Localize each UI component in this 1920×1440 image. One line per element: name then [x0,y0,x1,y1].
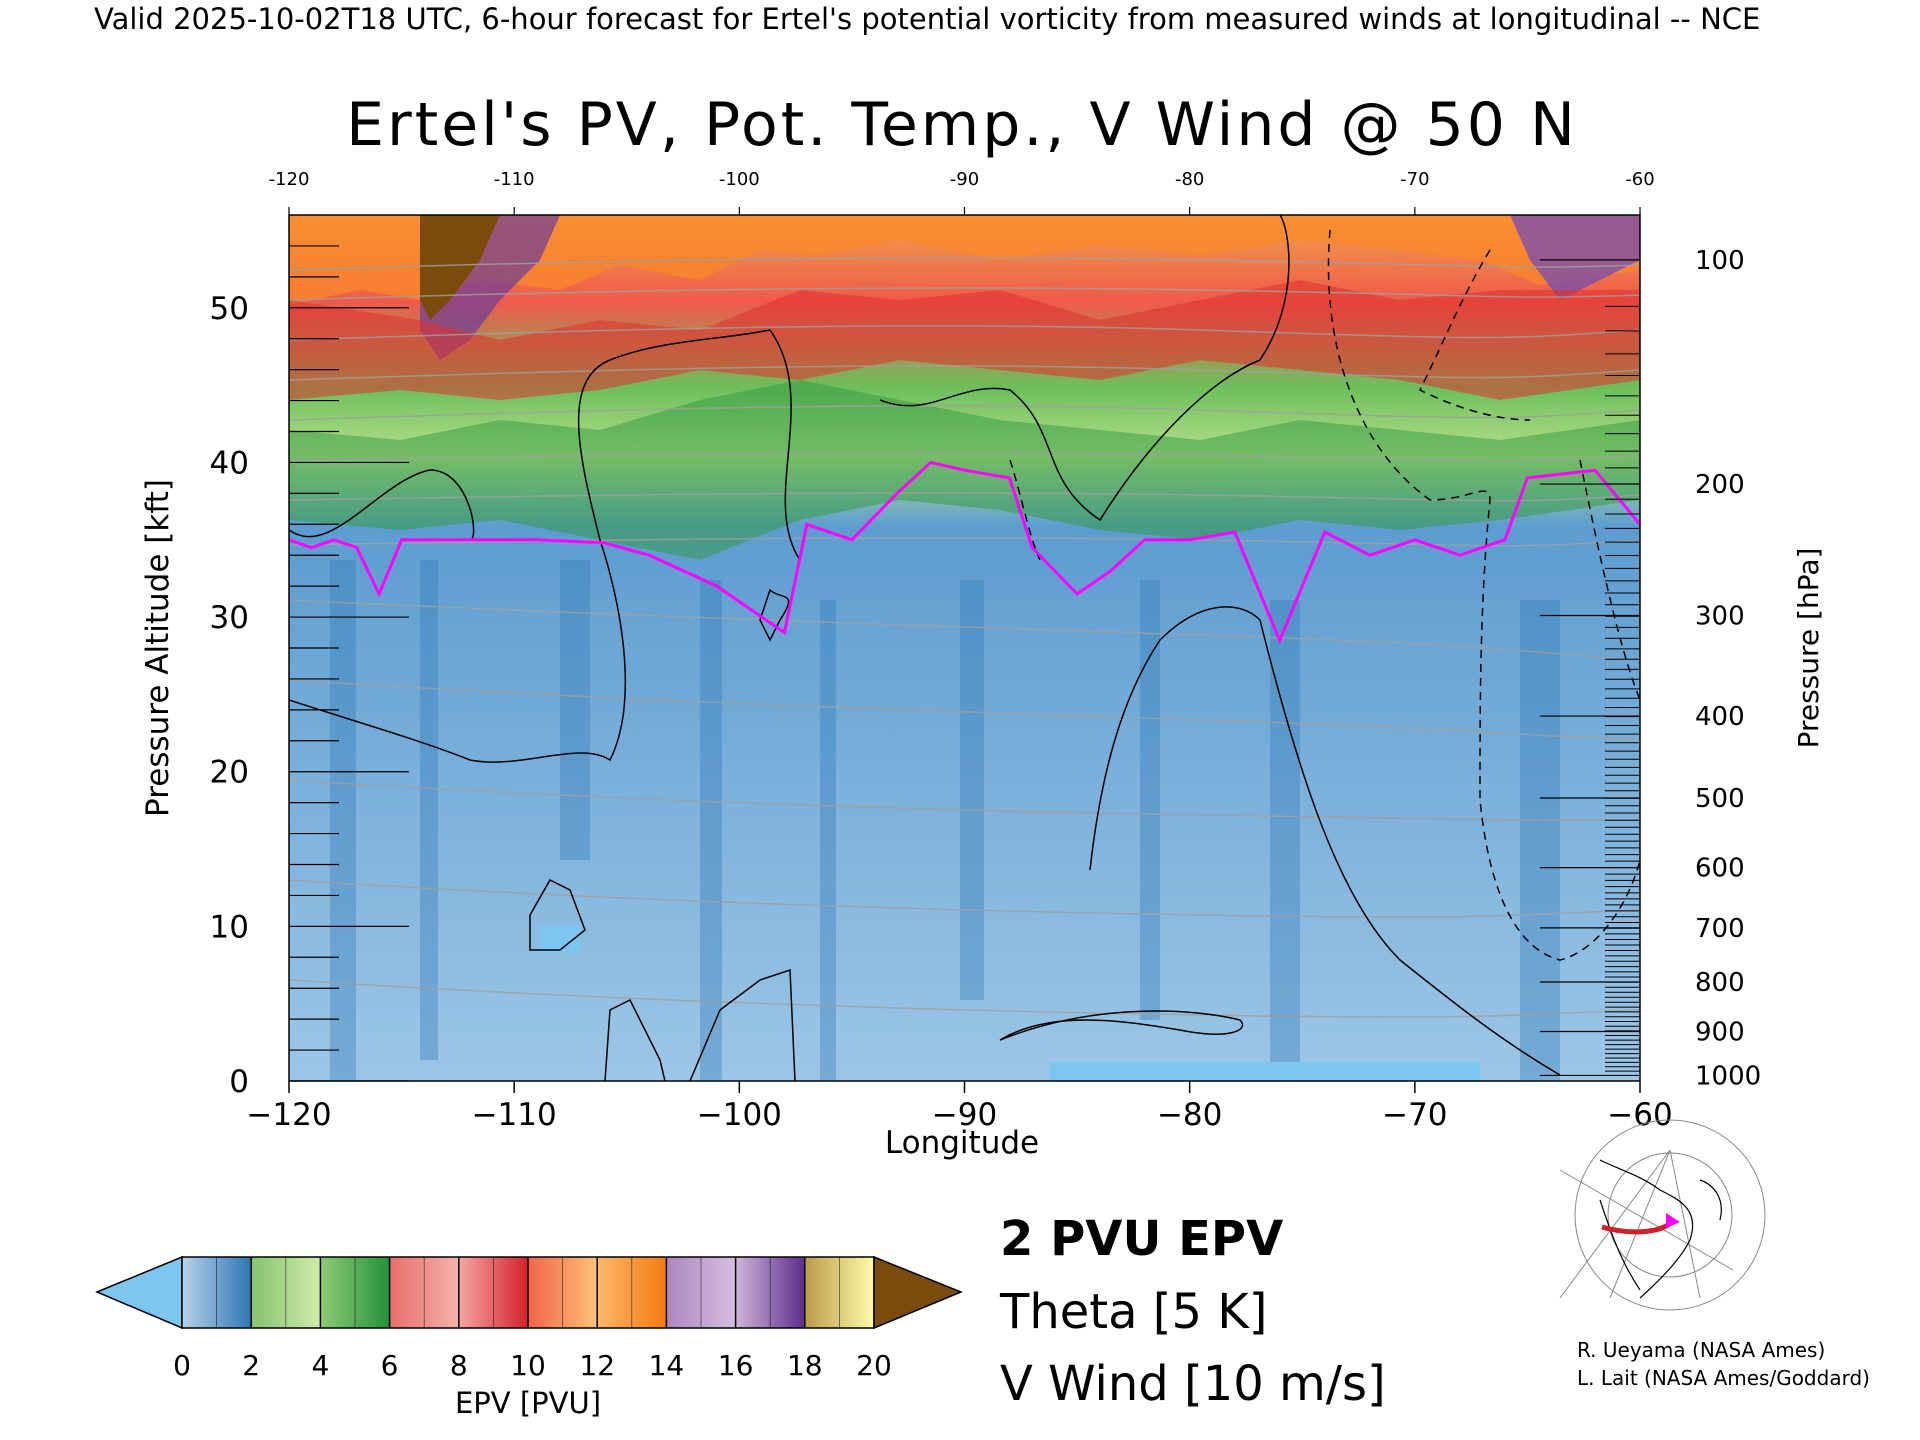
epv-brown-cell [420,215,500,320]
y-tick-label: 40 [210,445,249,481]
colorbar-label: EPV [PVU] [455,1386,601,1420]
pressure-tick-label: 900 [1695,1018,1745,1048]
pressure-axis-label: Pressure [hPa] [1792,548,1825,749]
x-tick-label: −80 [1157,1097,1222,1133]
credit-line-1: R. Ueyama (NASA Ames) [1577,1338,1825,1362]
top-tick-label: -110 [494,169,535,190]
colorbar-over-arrow [873,1255,963,1330]
pressure-tick-label: 500 [1695,784,1745,814]
pressure-tick-label: 100 [1695,246,1745,276]
top-tick-label: -90 [950,169,979,190]
y-tick-label: 50 [210,291,249,327]
credit-line-2: L. Lait (NASA Ames/Goddard) [1577,1366,1870,1390]
legend: 2 PVU EPV Theta [5 K] V Wind [10 m/s] [999,1211,1386,1412]
top-tick-label: -70 [1400,169,1429,190]
colorbar-tick-label: 2 [242,1349,260,1382]
epv-high-band [289,215,1640,305]
top-tick-label: -60 [1625,169,1654,190]
y-axis-label: Pressure Altitude [kft] [140,479,176,817]
legend-theta: Theta [5 K] [999,1284,1268,1340]
x-axis: −120 −110 −100 −90 −80 −70 −60 [246,1081,1673,1133]
valid-time-header: Valid 2025-10-02T18 UTC, 6-hour forecast… [94,2,1760,36]
pressure-tick-label: 600 [1695,854,1745,884]
y-axis: 0 10 20 30 40 50 [210,245,409,1100]
x-tick-label: −100 [697,1097,782,1133]
colorbar-tick-label: 0 [173,1349,191,1382]
y-tick-label: 20 [210,755,249,791]
pressure-tick-label: 200 [1695,470,1745,500]
pressure-tick-label: 400 [1695,702,1745,732]
y-tick-label: 0 [229,1064,249,1100]
x-tick-label: −60 [1607,1097,1672,1133]
pressure-tick-label: 300 [1695,602,1745,632]
epv-negative-pocket [1050,1062,1480,1081]
chart-title: Ertel's PV, Pot. Temp., V Wind @ 50 N [346,90,1578,160]
top-tick-label: -80 [1175,169,1204,190]
v-wind-contours [289,215,1561,1081]
theta-contours [289,257,1640,1018]
epv-colorbar: 0 2 4 6 8 10 12 14 16 18 20 EPV [PVU] [95,1255,963,1420]
colorbar-tick-label: 14 [649,1349,685,1382]
top-tick-label: -120 [269,169,310,190]
y-tick-label: 30 [210,600,249,636]
pressure-tick-label: 1000 [1695,1061,1761,1091]
colorbar-tick-label: 18 [787,1349,823,1382]
pressure-axis: 100 200 300 400 500 600 700 800 900 1000 [1540,246,1761,1091]
colorbar-tick-label: 20 [856,1349,892,1382]
colorbar-tick-label: 12 [579,1349,615,1382]
top-tick-label: -100 [719,169,760,190]
plot-area [289,215,1640,1081]
epv-tropo-streaks [330,560,1560,1080]
x-tick-label: −110 [472,1097,557,1133]
inset-map [1538,1119,1766,1311]
colorbar-ticks: 0 2 4 6 8 10 12 14 16 18 20 [173,1257,892,1382]
colorbar-tick-label: 4 [311,1349,329,1382]
colorbar-tick-label: 6 [381,1349,399,1382]
colorbar-under-arrow [95,1255,183,1330]
x-axis-top: -120 -110 -100 -90 -80 -70 -60 [269,169,1655,215]
colorbar-tick-label: 16 [718,1349,754,1382]
legend-wind: V Wind [10 m/s] [1000,1356,1386,1412]
pressure-tick-label: 700 [1695,914,1745,944]
x-tick-label: −90 [932,1097,997,1133]
section-end-marker [1666,1213,1680,1228]
tropopause-2pvu-line [289,460,1640,645]
x-axis-label: Longitude [885,1125,1039,1161]
epv-purple-band-east [1510,215,1640,300]
y-tick-label: 10 [210,909,249,945]
pressure-tick-label: 800 [1695,968,1745,998]
x-tick-label: −120 [246,1097,331,1133]
legend-pv: 2 PVU EPV [1000,1211,1283,1267]
x-tick-label: −70 [1382,1097,1447,1133]
colorbar-tick-label: 10 [510,1349,546,1382]
colorbar-tick-label: 8 [450,1349,468,1382]
